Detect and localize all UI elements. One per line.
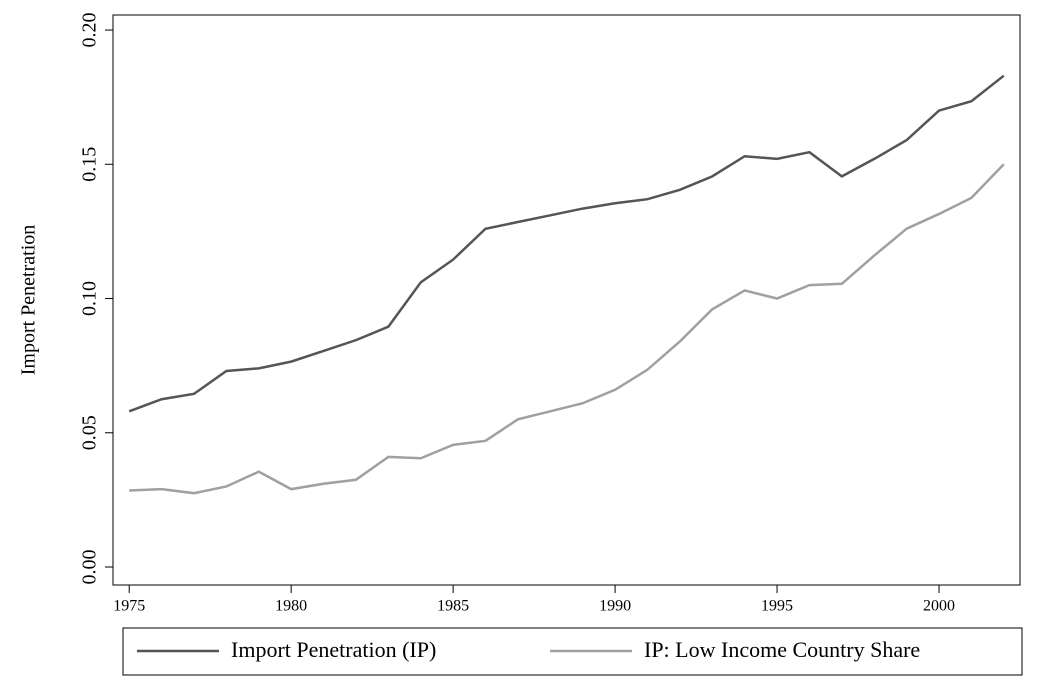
- y-tick-label: 0.10: [79, 281, 101, 316]
- legend-label: IP: Low Income Country Share: [644, 637, 920, 662]
- x-tick-label: 1985: [437, 598, 469, 615]
- legend-label: Import Penetration (IP): [231, 637, 436, 662]
- series-line: [129, 163, 1005, 495]
- legend-box: [122, 627, 1023, 676]
- x-tick-label: 1980: [275, 598, 307, 615]
- plot-frame: [112, 14, 1021, 586]
- y-axis-label: Import Penetration: [18, 225, 40, 376]
- y-tick-label: 0.15: [79, 147, 101, 182]
- x-tick-label: 1990: [599, 598, 631, 615]
- y-tick-label: 0.00: [79, 550, 101, 585]
- x-tick-label: 1975: [113, 598, 145, 615]
- y-tick-label: 0.05: [79, 415, 101, 450]
- x-tick-label: 2000: [923, 598, 955, 615]
- y-tick-label: 0.20: [79, 13, 101, 48]
- series-line: [128, 74, 1005, 413]
- x-tick-label: 1995: [761, 598, 793, 615]
